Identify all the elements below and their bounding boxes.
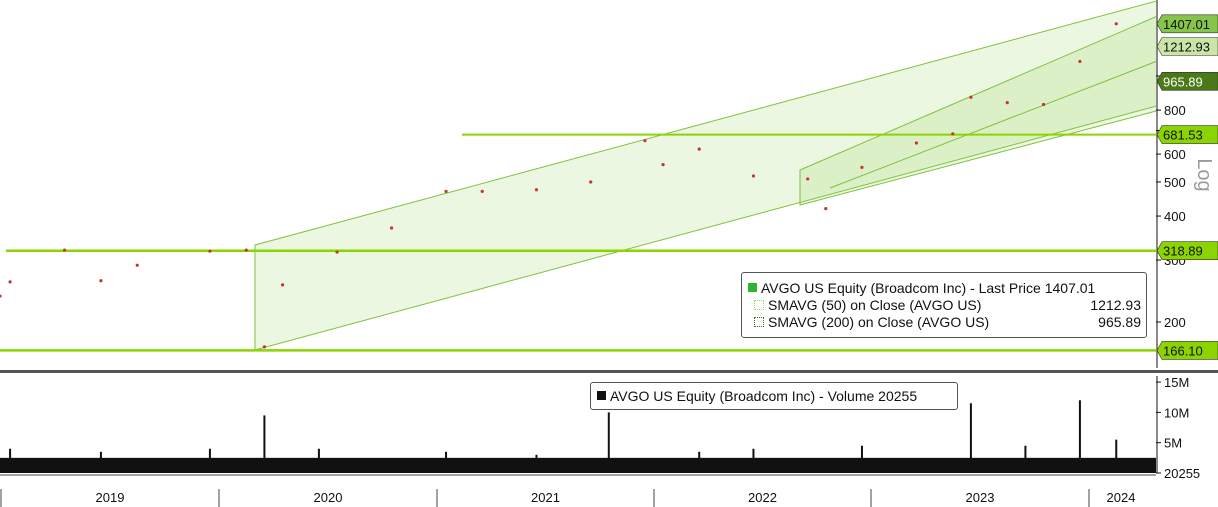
legend-value: 1407.01 [1044, 279, 1096, 296]
y-tick-label: 200 [1164, 315, 1186, 330]
price-point [99, 279, 103, 283]
price-point [389, 226, 394, 230]
legend-label: SMAVG (50) on Close (AVGO US) [768, 296, 982, 313]
legend-value: 20255 [878, 387, 918, 404]
price-tag-label: 318.89 [1163, 244, 1203, 259]
price-tag [1156, 37, 1218, 56]
price-tag [1156, 241, 1218, 260]
legend-swatch-price [748, 283, 757, 292]
price-point [8, 280, 12, 284]
legend-item: AVGO US Equity (Broadcom Inc) - Last Pri… [748, 279, 1146, 296]
y-tick-label: 800 [1164, 103, 1186, 118]
price-point [806, 177, 810, 181]
volume-bar [969, 403, 972, 473]
price-point [262, 345, 267, 349]
pane-separator [0, 370, 1218, 373]
x-tick-label: 2021 [531, 490, 560, 505]
price-tag [1156, 14, 1218, 34]
price-point [480, 189, 484, 194]
outer-channel [254, 0, 1156, 351]
price-point [824, 206, 828, 211]
price-point [643, 139, 647, 143]
legend-swatch-sma200 [754, 316, 764, 327]
legend-item: AVGO US Equity (Broadcom Inc) - Volume 2… [597, 387, 957, 404]
volume-tick-label: 15M [1164, 375, 1189, 390]
volume-baseline [0, 457, 1156, 473]
price-tag-label: 166.10 [1163, 343, 1203, 358]
legend-label: AVGO US Equity (Broadcom Inc) - Last Pri… [761, 279, 1041, 296]
y-tick-label: 600 [1164, 147, 1186, 162]
price-point [1078, 59, 1082, 64]
y-axis-label: Log [1193, 158, 1215, 191]
volume-bar [263, 415, 266, 473]
price-point [661, 163, 665, 167]
channel-midline [829, 61, 1156, 189]
price-point [969, 95, 973, 99]
price-point [1114, 22, 1118, 26]
x-tick-label: 2020 [314, 490, 343, 505]
price-point [860, 165, 864, 169]
legend-swatch-volume [597, 391, 606, 400]
volume-tick-label: 20255 [1164, 466, 1200, 481]
x-tick-label: 2024 [1107, 490, 1136, 505]
price-point [1041, 102, 1046, 107]
x-tick-label: 2019 [96, 490, 125, 505]
price-point [1005, 101, 1009, 105]
price-point [280, 283, 285, 287]
price-point [335, 250, 339, 254]
price-point [208, 249, 212, 253]
price-point [751, 174, 756, 178]
volume-legend: AVGO US Equity (Broadcom Inc) - Volume 2… [590, 382, 958, 410]
x-tick-label: 2022 [748, 490, 777, 505]
price-tag [1156, 72, 1218, 91]
trend-channels [254, 0, 1156, 351]
price-point [589, 180, 593, 184]
price-point [62, 248, 67, 252]
legend-value: 1212.93 [1090, 296, 1141, 313]
volume-bar [1115, 439, 1118, 473]
price-tag-label: 965.89 [1163, 74, 1203, 89]
legend-label: SMAVG (200) on Close (AVGO US) [768, 313, 990, 330]
legend-value: 965.89 [1098, 313, 1141, 330]
y-tick-label: 400 [1164, 209, 1186, 224]
price-tag-label: 1212.93 [1163, 39, 1210, 54]
y-tick-label: 500 [1164, 175, 1186, 190]
legend-item: SMAVG (50) on Close (AVGO US) 1212.93 [754, 296, 1146, 313]
price-tag [1156, 125, 1218, 144]
volume-bar [607, 412, 610, 473]
price-point [0, 294, 2, 298]
legend-swatch-sma50 [754, 299, 764, 310]
x-tick-label: 2023 [966, 490, 995, 505]
price-tag [1156, 341, 1218, 360]
legend-item: SMAVG (200) on Close (AVGO US) 965.89 [754, 313, 1146, 330]
price-point [444, 189, 448, 194]
price-point [697, 147, 701, 151]
price-tag-label: 681.53 [1163, 128, 1203, 143]
volume-tick-label: 10M [1164, 405, 1189, 420]
inner-channel [799, 16, 1156, 206]
price-legend: AVGO US Equity (Broadcom Inc) - Last Pri… [741, 272, 1147, 338]
volume-bar [1078, 400, 1081, 473]
price-point [951, 132, 955, 136]
legend-label: AVGO US Equity (Broadcom Inc) - Volume [610, 387, 875, 404]
price-point [244, 248, 248, 252]
volume-tick-label: 5M [1164, 436, 1182, 451]
horizontal-levels [0, 133, 1156, 352]
price-point [135, 263, 139, 267]
price-tag-label: 1407.01 [1163, 17, 1210, 32]
price-point [914, 141, 919, 145]
price-point [534, 188, 539, 192]
